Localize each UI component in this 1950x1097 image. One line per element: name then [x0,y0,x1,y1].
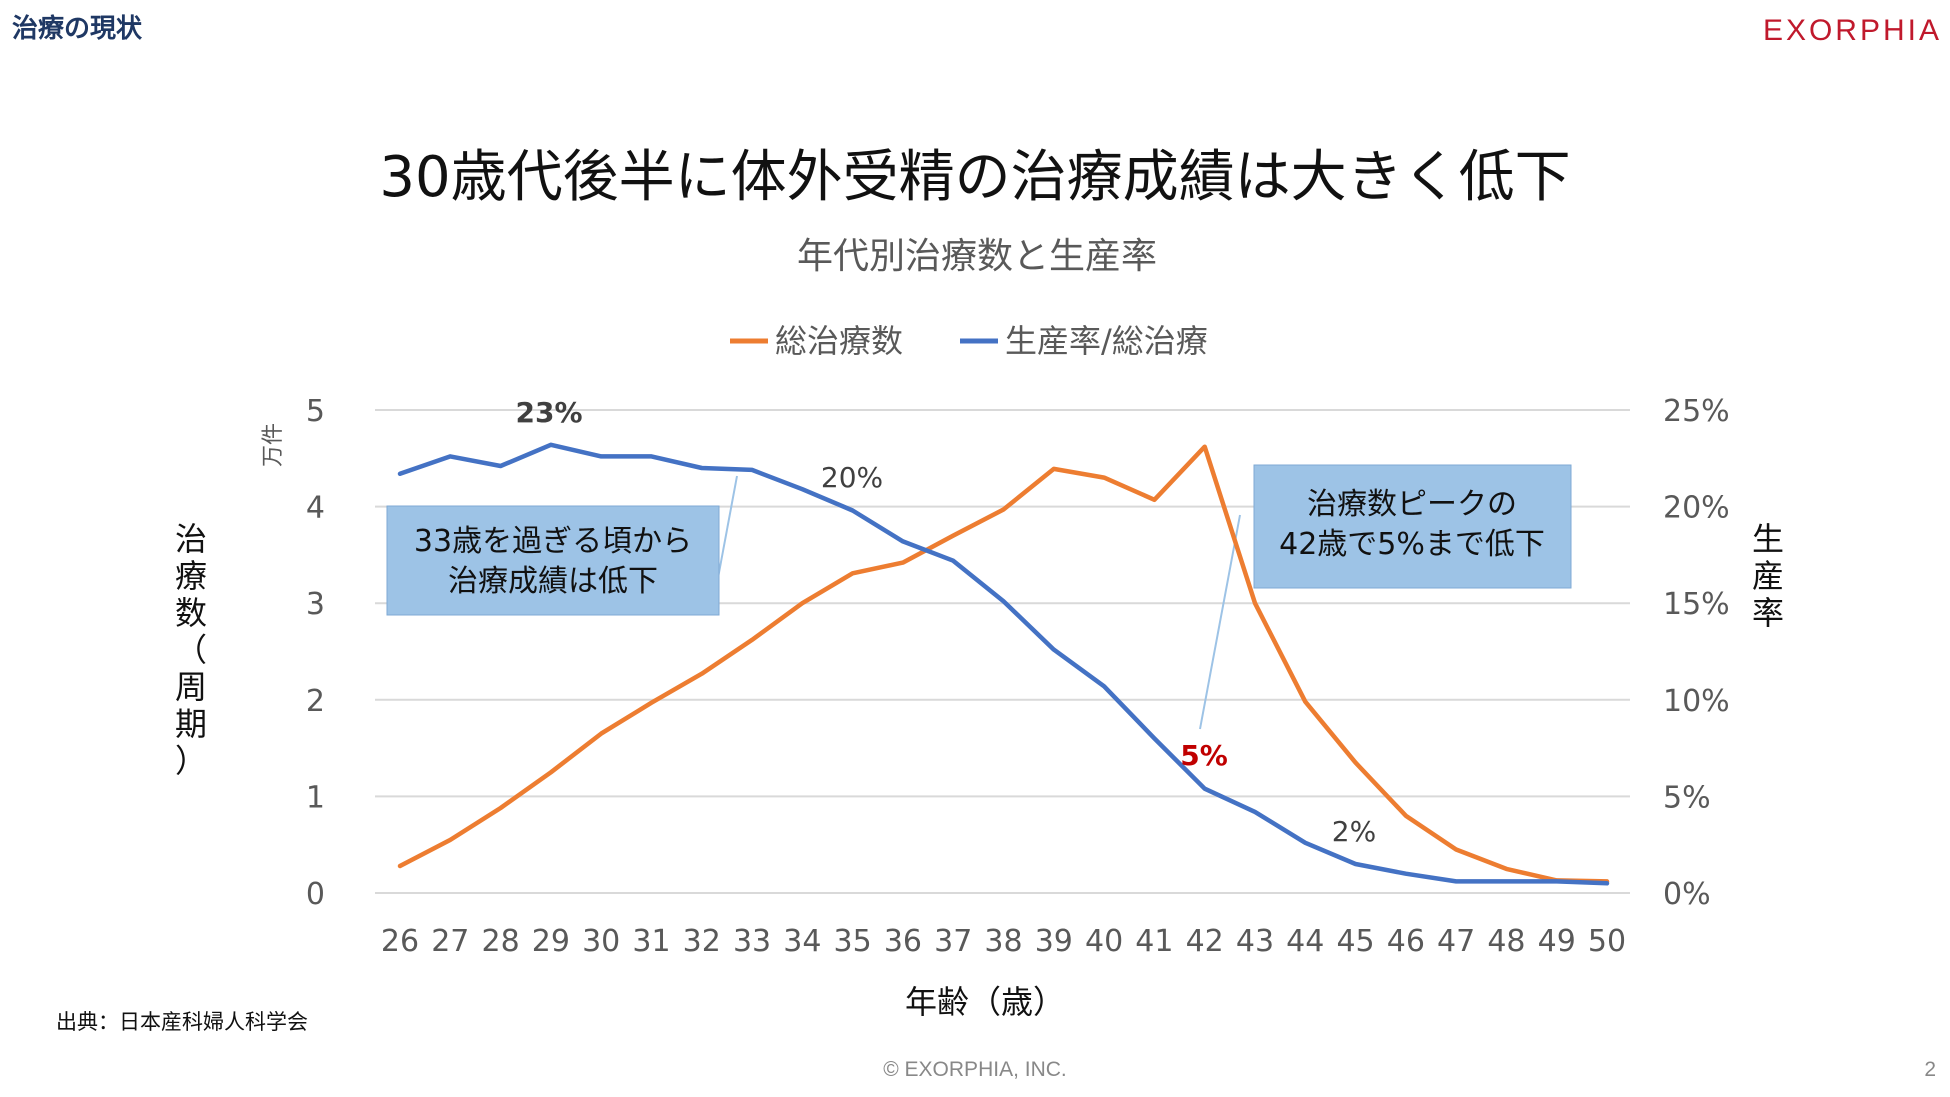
callout-left-line1: 33歳を過ぎる頃から [414,524,692,559]
left-axis-unit: 万件 [261,423,286,467]
x-tick-label: 33 [733,924,771,959]
legend-label-rate: 生産率/総治療 [1005,322,1208,360]
series-layer [397,442,1610,886]
series-line-rate [397,442,1610,886]
right-tick-label: 15% [1663,587,1730,622]
x-tick-label: 32 [683,924,721,959]
callout-left-line2: 治療成績は低下 [448,564,658,599]
x-tick-label: 31 [632,924,670,959]
right-axis-title: 生産率 [1752,520,1784,632]
left-tick-label: 2 [306,684,325,719]
gridlines [375,409,1630,894]
callout-right-box [1253,464,1572,589]
callout-right-line1: 治療数ピークの [1307,487,1517,522]
x-tick-label: 35 [834,924,872,959]
x-tick-label: 36 [884,924,922,959]
x-tick-label: 28 [481,924,519,959]
section-title: 治療の現状 [12,14,143,44]
x-tick-label: 42 [1186,924,1224,959]
x-tick-label: 41 [1135,924,1173,959]
x-tick-label: 50 [1588,924,1626,959]
x-axis-title: 年齢（歳） [905,983,1065,1021]
x-tick-label: 45 [1336,924,1374,959]
callout-left-leader [717,475,738,579]
callout-left: 33歳を過ぎる頃から 治療成績は低下 [386,505,720,616]
left-tick-label: 3 [306,587,325,622]
data-label-rate-35: 20% [821,461,883,494]
left-tick-label: 5 [306,394,325,429]
legend-label-treatments: 総治療数 [775,322,903,360]
x-tick-label: 37 [934,924,972,959]
right-tick-label: 0% [1663,877,1711,912]
x-tick-label: 44 [1286,924,1324,959]
callout-left-box [386,505,720,616]
x-axis-ticks: 26 27 28 29 30 31 32 33 34 35 36 37 38 39 40 41 42 43 44 45… [381,924,1626,959]
x-tick-label: 47 [1437,924,1475,959]
x-tick-label: 38 [984,924,1022,959]
chart-title: 年代別治療数と生産率 [797,236,1157,277]
page-title: 30歳代後半に体外受精の治療成績は大きく低下 [379,145,1571,210]
x-tick-label: 39 [1035,924,1073,959]
x-tick-label: 43 [1236,924,1274,959]
data-label-peak-rate: 23% [515,396,582,429]
right-tick-label: 25% [1663,394,1730,429]
left-axis-ticks: 0 1 2 3 4 5 [306,394,325,912]
right-tick-label: 5% [1663,780,1711,815]
x-tick-label: 26 [381,924,419,959]
x-tick-label: 34 [783,924,821,959]
brand-logo: EXORPHIA [1762,14,1942,47]
x-tick-label: 30 [582,924,620,959]
series-line-treatments [397,444,1610,884]
x-tick-label: 48 [1487,924,1525,959]
callout-right-leader [1199,514,1241,730]
copyright: © EXORPHIA, INC. [883,1058,1067,1081]
chart-legend: 総治療数 生産率/総治療 [730,322,1208,360]
source-citation: 出典：日本産科婦人科学会 [56,1010,308,1034]
left-tick-label: 4 [306,491,325,526]
x-tick-label: 27 [431,924,469,959]
callout-right-line2: 42歳で5%まで低下 [1279,527,1545,562]
right-axis-ticks: 0% 5% 10% 15% 20% 25% [1663,394,1730,912]
right-tick-label: 10% [1663,684,1730,719]
x-tick-label: 29 [532,924,570,959]
x-tick-label: 40 [1085,924,1123,959]
right-tick-label: 20% [1663,491,1730,526]
x-tick-label: 46 [1387,924,1425,959]
page-number: 2 [1924,1058,1936,1081]
data-label-rate-45: 2% [1332,815,1376,848]
left-tick-label: 0 [306,877,325,912]
left-axis-title: 治療数（周期） [175,520,207,780]
x-tick-label: 49 [1538,924,1576,959]
callout-right: 治療数ピークの 42歳で5%まで低下 [1253,464,1572,589]
data-label-rate-42: 5% [1180,739,1228,772]
left-tick-label: 1 [306,780,325,815]
